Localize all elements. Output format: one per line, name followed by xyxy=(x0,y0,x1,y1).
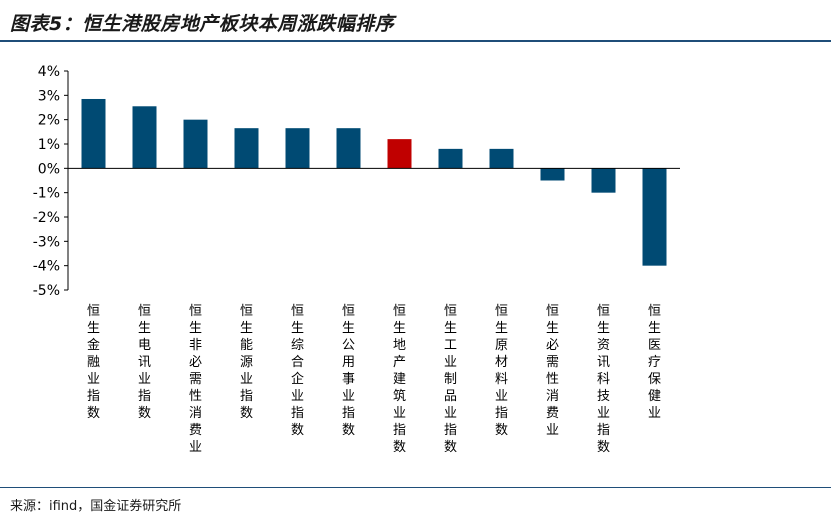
top-rule xyxy=(0,40,831,42)
y-tick-label: 3% xyxy=(38,88,60,104)
y-tick-label: -3% xyxy=(33,234,60,250)
bar xyxy=(132,106,157,169)
bar xyxy=(489,148,514,169)
x-category-label: 恒生非必需性消费业 xyxy=(189,304,202,455)
y-tick-label: -5% xyxy=(33,283,60,299)
bottom-rule xyxy=(0,487,831,488)
x-category-label: 恒生电讯业指数 xyxy=(138,304,151,421)
source-note: 来源：ifind，国金证券研究所 xyxy=(10,499,182,514)
y-tick-label: 1% xyxy=(38,137,60,153)
x-category-label: 恒生医疗保健业 xyxy=(648,304,661,421)
bar xyxy=(234,128,259,169)
bar xyxy=(642,168,667,266)
y-tick-label: -1% xyxy=(33,186,60,202)
bar xyxy=(438,148,463,169)
x-category-label: 恒生工业制品业指数 xyxy=(444,304,457,455)
title-bar: 图表5：恒生港股房地产板块本周涨跌幅排序 xyxy=(0,0,831,40)
bar xyxy=(387,139,412,169)
x-category-label: 恒生公用事业指数 xyxy=(342,304,355,438)
y-tick-label: 0% xyxy=(38,161,60,177)
x-category-label: 恒生原材料业指数 xyxy=(495,304,508,438)
x-category-label: 恒生资讯科技业指数 xyxy=(597,304,610,455)
y-tick-label: 4% xyxy=(38,64,60,80)
bar xyxy=(81,98,106,169)
bar-chart: 4% 3% 2% 1% 0% -1% -2% -3% -4% -5% 恒生金融业指数 恒生电讯业指数 恒… xyxy=(33,64,680,455)
x-category-label: 恒生综合企业指数 xyxy=(291,304,304,438)
bar xyxy=(540,168,565,181)
x-category-label: 恒生地产建筑业指数 xyxy=(393,304,406,455)
bar xyxy=(285,128,310,169)
x-category-label: 恒生必需性消费业 xyxy=(546,304,559,438)
x-category-label: 恒生金融业指数 xyxy=(87,304,100,421)
y-tick-label: 2% xyxy=(38,113,60,129)
bar xyxy=(591,168,616,193)
y-tick-label: -2% xyxy=(33,210,60,226)
chart-title: 图表5：恒生港股房地产板块本周涨跌幅排序 xyxy=(10,13,395,35)
bar xyxy=(183,119,208,169)
x-category-label: 恒生能源业指数 xyxy=(240,304,253,421)
y-tick-label: -4% xyxy=(33,259,60,275)
bar xyxy=(336,128,361,169)
